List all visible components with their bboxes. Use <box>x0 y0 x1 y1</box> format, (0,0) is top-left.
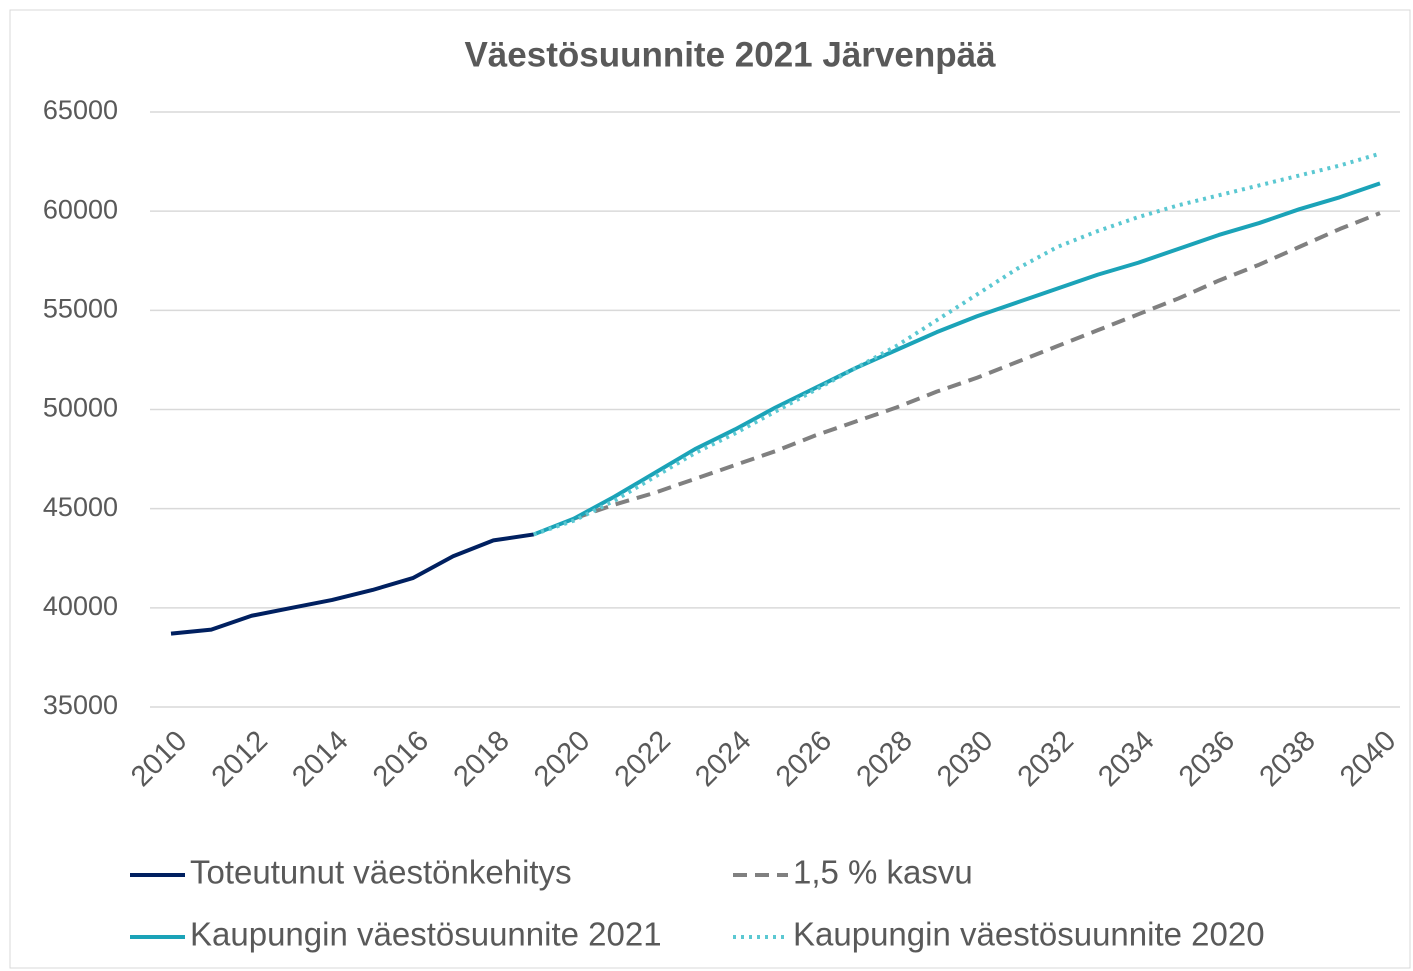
y-tick-label: 65000 <box>43 95 118 125</box>
series-line <box>532 181 1381 537</box>
chart-frame <box>9 9 1411 969</box>
series-line <box>170 532 534 636</box>
legend-label: Kaupungin väestösuunnite 2020 <box>793 916 1265 953</box>
y-tick-label: 50000 <box>43 393 118 423</box>
legend-label: Toteutunut väestönkehitys <box>190 854 572 891</box>
y-tick-label: 40000 <box>43 591 118 621</box>
series-line <box>573 211 1381 521</box>
series-line <box>533 151 1381 537</box>
chart-title: Väestösuunnite 2021 Järvenpää <box>464 35 996 74</box>
legend-label: Kaupungin väestösuunnite 2021 <box>190 916 662 953</box>
y-tick-label: 45000 <box>43 492 118 522</box>
legend-label: 1,5 % kasvu <box>793 854 973 891</box>
y-tick-label: 60000 <box>43 194 118 224</box>
y-tick-label: 35000 <box>43 690 118 720</box>
y-tick-label: 55000 <box>43 293 118 323</box>
